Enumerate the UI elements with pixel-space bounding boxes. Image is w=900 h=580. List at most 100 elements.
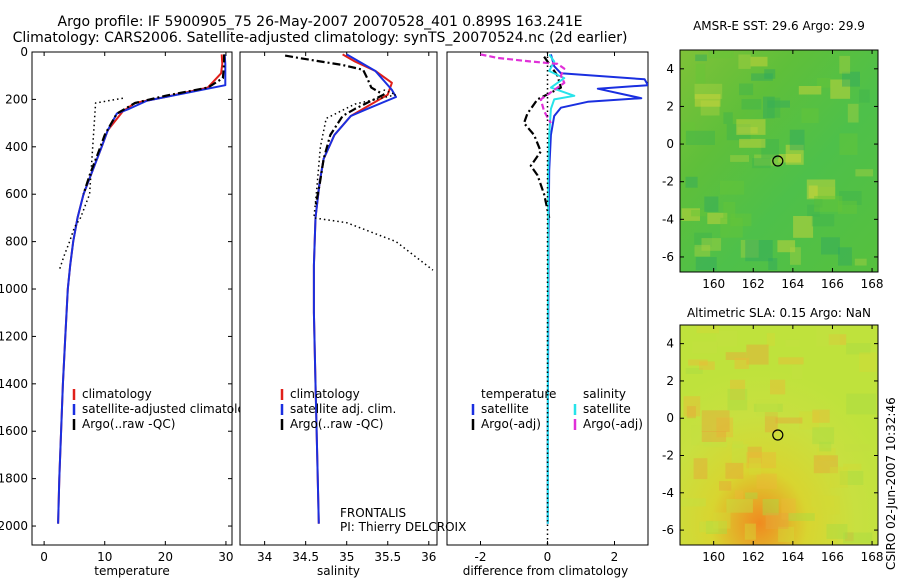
y-tick-label: -6 (662, 523, 674, 537)
heatmap-cell (798, 86, 822, 95)
map-frame (679, 324, 879, 546)
heatmap-cell (811, 495, 834, 507)
heatmap-cell (707, 212, 728, 225)
map-title: AMSR-E SST: 29.6 Argo: 29.9 (693, 19, 865, 33)
heatmap-cell (816, 495, 840, 515)
heatmap-cell (708, 50, 734, 59)
heatmap-cell (777, 240, 796, 253)
heatmap-cell (692, 341, 718, 354)
heatmap-cell (746, 344, 769, 365)
y-tick-label: 2000 (0, 519, 28, 533)
heatmap-cell (750, 56, 768, 67)
heatmap-cell (730, 155, 749, 162)
y-tick-label: -4 (662, 486, 674, 500)
heatmap-cell (739, 83, 754, 96)
heatmap-cell (704, 196, 719, 212)
legend-label: Argo(-adj) (583, 417, 643, 431)
heatmap-cell (765, 512, 789, 529)
y-tick-label: -6 (662, 250, 674, 264)
legend-label: satellite (481, 402, 529, 416)
heatmap-cell (700, 100, 720, 116)
chart-title-line2: Climatology: CARS2006. Satellite-adjuste… (12, 30, 628, 46)
heatmap-cell (778, 526, 795, 542)
heatmap-cell (738, 54, 751, 69)
heatmap-cell (778, 357, 804, 365)
y-tick-label: -2 (662, 449, 674, 463)
heatmap-cell (691, 425, 712, 446)
y-tick-label: 2 (666, 99, 674, 113)
chart-title-line1: Argo profile: IF 5900905_75 26-May-2007 … (57, 14, 583, 30)
heatmap-cell (685, 367, 703, 374)
heatmap-cell (701, 431, 727, 442)
x-tick-label: 160 (702, 550, 725, 564)
x-tick-label: 162 (742, 550, 765, 564)
y-tick-label: 1600 (0, 424, 28, 438)
x-tick-label: 0 (40, 550, 48, 564)
heatmap-cell (813, 455, 838, 474)
heatmap-cell (695, 54, 707, 62)
heatmap-cell (768, 258, 778, 270)
y-tick-label: -4 (662, 212, 674, 226)
heatmap-cell (716, 417, 734, 438)
y-tick-label: -2 (662, 175, 674, 189)
heatmap-cell (790, 247, 801, 265)
heatmap-cell (730, 379, 746, 400)
heatmap-cell (701, 238, 722, 251)
heatmap-cell (807, 204, 820, 217)
map-frame (679, 49, 879, 273)
heatmap-cell (826, 524, 848, 539)
heatmap-cell (814, 195, 843, 212)
x-tick-label: 166 (821, 550, 844, 564)
heatmap-cell (744, 523, 756, 540)
heatmap-cell (756, 473, 777, 489)
x-tick-label: -2 (475, 550, 487, 564)
series-line (546, 53, 576, 524)
heatmap-cell (723, 112, 733, 124)
heatmap-cell (745, 240, 773, 262)
legend-group-title: temperature (481, 387, 556, 401)
heatmap-cell (731, 444, 749, 463)
x-tick-label: 166 (821, 277, 844, 291)
map-panel-1: AMSR-E SST: 29.6 Argo: 29.9 160 162 164 166 1… (662, 19, 883, 291)
heatmap-cell (745, 492, 758, 499)
profile-panel-2: 34 34.5 35 35.5 36 salinity climatologysatelli… (239, 51, 438, 578)
series-line (313, 89, 434, 271)
heatmap-cell (859, 352, 877, 372)
heatmap-cell (839, 471, 864, 485)
heatmap-cell (855, 169, 874, 177)
heatmap-cell (734, 490, 744, 499)
y-tick-label: 1000 (0, 282, 28, 296)
heatmap-cell (806, 179, 836, 200)
heatmap-cell (789, 129, 805, 151)
series-line (312, 53, 397, 524)
legend-label: satellite (583, 402, 631, 416)
heatmap-cell (740, 239, 759, 258)
heatmap-cell (785, 339, 800, 347)
x-tick-label: 0 (544, 550, 552, 564)
heatmap-cell (781, 498, 796, 520)
heatmap-cell (681, 208, 700, 221)
heatmap-cell (695, 63, 706, 84)
heatmap-cell (791, 364, 803, 380)
heatmap-cell (701, 410, 730, 432)
heatmap-cell (751, 73, 773, 81)
heatmap-cell (814, 199, 823, 208)
heatmap-cell (693, 458, 708, 480)
x-tick-label: 164 (781, 550, 804, 564)
y-tick-label: 800 (5, 235, 28, 249)
heatmap-cell (829, 466, 848, 488)
heatmap-cell (727, 388, 748, 411)
heatmap-cell (756, 399, 778, 417)
x-axis-label: temperature (94, 564, 169, 578)
plot-frame (31, 51, 233, 546)
heatmap-cell (816, 448, 836, 461)
heatmap-cell (694, 83, 723, 99)
heatmap-cell (699, 361, 715, 370)
y-tick-label: 200 (5, 92, 28, 106)
heatmap-cell (827, 528, 838, 545)
y-tick-label: 2 (666, 374, 674, 388)
heatmap-field (680, 325, 878, 545)
heatmap-cell (801, 108, 819, 123)
heatmap-cell (726, 124, 751, 141)
heatmap-cell (859, 89, 870, 103)
